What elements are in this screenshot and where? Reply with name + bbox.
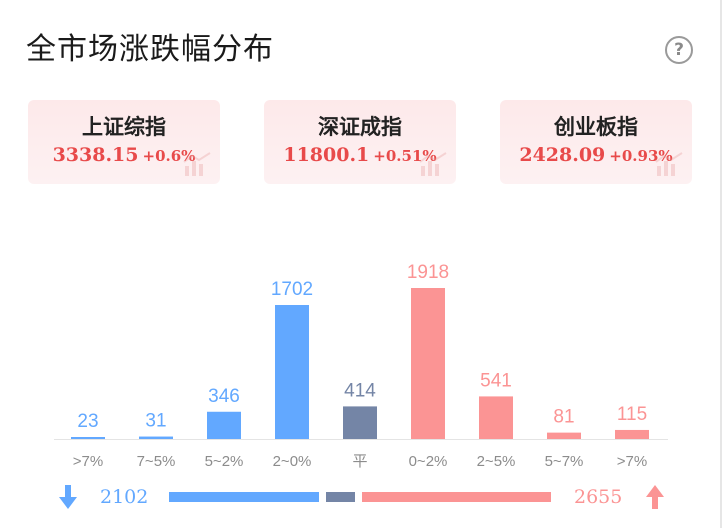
- index-quote: 3338.15 +0.6%: [28, 144, 220, 166]
- bar-1[interactable]: [139, 436, 173, 439]
- bar-0[interactable]: [71, 437, 105, 439]
- down-count: 2102: [100, 486, 149, 508]
- up-ratio-bar: [362, 492, 551, 502]
- arrow-up-icon: [645, 484, 665, 516]
- bar-value-label: 414: [344, 380, 376, 401]
- question-icon[interactable]: ?: [665, 36, 693, 64]
- bar-value-label: 346: [208, 386, 240, 407]
- bar-3[interactable]: [275, 305, 309, 439]
- x-tick-label: 2~0%: [273, 453, 312, 470]
- index-change: +0.51%: [373, 147, 437, 165]
- bar-6[interactable]: [479, 396, 513, 439]
- bar-value-label: 1702: [271, 279, 313, 300]
- bar-7[interactable]: [547, 432, 581, 439]
- bar-value-label: 31: [145, 411, 166, 432]
- panel-border: [720, 0, 722, 528]
- x-tick-label: 2~5%: [477, 453, 516, 470]
- index-name: 创业板指: [554, 115, 638, 139]
- trend-chart-icon: [419, 152, 447, 176]
- x-tick-label: >7%: [617, 453, 647, 470]
- arrow-down-icon: [58, 484, 78, 516]
- x-tick-label: 7~5%: [137, 453, 176, 470]
- bar-8[interactable]: [615, 429, 649, 439]
- index-quote: 2428.09 +0.93%: [500, 144, 692, 166]
- index-name: 深证成指: [318, 115, 402, 139]
- bar-value-label: 115: [617, 404, 647, 425]
- index-card-shanghai[interactable]: 上证综指 3338.15 +0.6%: [28, 100, 220, 184]
- index-value: 11800.1: [283, 144, 370, 166]
- index-name: 上证综指: [82, 115, 166, 139]
- bar-value-label: 541: [480, 370, 512, 391]
- trend-chart-icon: [655, 152, 683, 176]
- bar-2[interactable]: [207, 411, 241, 439]
- bar-value-label: 1918: [407, 262, 449, 283]
- flat-ratio-bar: [325, 492, 356, 502]
- x-tick-label: 5~7%: [545, 453, 584, 470]
- down-ratio-bar: [169, 492, 319, 502]
- x-tick-label: 5~2%: [205, 453, 244, 470]
- x-tick-label: >7%: [73, 453, 103, 470]
- x-tick-label: 平: [352, 453, 367, 470]
- index-card-shenzhen[interactable]: 深证成指 11800.1 +0.51%: [264, 100, 456, 184]
- index-change: +0.93%: [609, 147, 673, 165]
- bar-5[interactable]: [411, 288, 445, 439]
- index-change: +0.6%: [142, 147, 196, 165]
- x-tick-label: 0~2%: [409, 453, 448, 470]
- panel-title: 全市场涨跌幅分布: [26, 32, 274, 67]
- up-count: 2655: [574, 486, 623, 508]
- bar-value-label: 81: [553, 407, 574, 428]
- bar-value-label: 23: [77, 411, 98, 432]
- bar-4[interactable]: [343, 406, 377, 439]
- index-value: 2428.09: [519, 144, 606, 166]
- index-card-chinext[interactable]: 创业板指 2428.09 +0.93%: [500, 100, 692, 184]
- index-quote: 11800.1 +0.51%: [264, 144, 456, 166]
- trend-chart-icon: [183, 152, 211, 176]
- index-value: 3338.15: [52, 144, 139, 166]
